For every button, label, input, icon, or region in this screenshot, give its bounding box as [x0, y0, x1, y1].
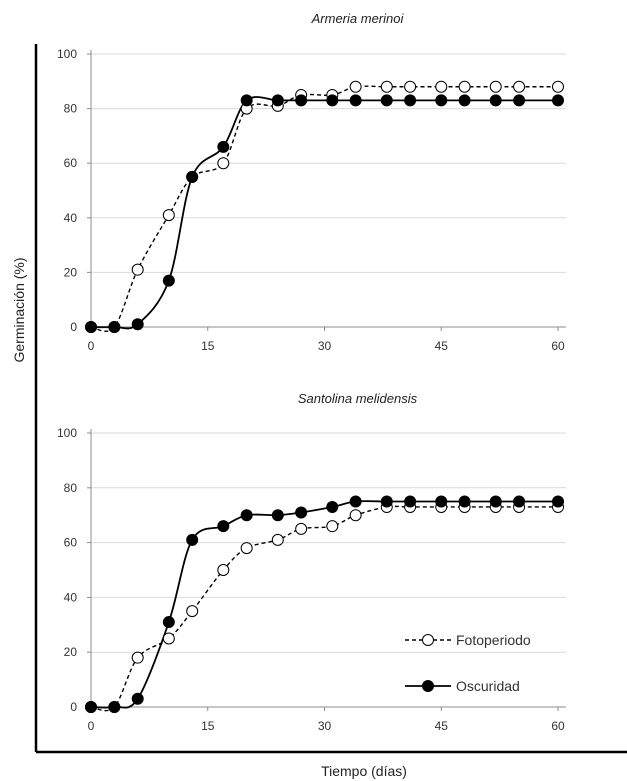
- panel-title: Santolina melidensis: [298, 391, 418, 406]
- point-oscuridad-3: [162, 616, 175, 629]
- point-fotoperiodo-4: [186, 605, 199, 618]
- point-oscuridad-17: [552, 94, 564, 107]
- x-tick-label-30: 30: [318, 719, 332, 733]
- y-tick-label-40: 40: [64, 211, 78, 225]
- y-tick-label-60: 60: [64, 536, 78, 550]
- point-oscuridad-13: [435, 94, 448, 107]
- x-tick-label-15: 15: [201, 719, 215, 733]
- point-oscuridad-0: [85, 701, 97, 713]
- series-line-oscuridad: [90, 96, 558, 330]
- panel-santolina-melidensis: Santolina melidensis 0 20 40 60 80 100 0 15 30 45 6…: [57, 391, 566, 733]
- point-oscuridad-7: [271, 94, 284, 107]
- y-tick-label-0: 0: [70, 320, 77, 334]
- x-tick-label-45: 45: [435, 719, 449, 733]
- point-fotoperiodo-2: [131, 651, 144, 664]
- point-oscuridad-4: [186, 170, 199, 183]
- point-oscuridad-13: [435, 495, 448, 508]
- point-oscuridad-11: [380, 495, 393, 508]
- y-tick-label-40: 40: [64, 590, 78, 604]
- point-fotoperiodo-7: [271, 533, 284, 546]
- point-oscuridad-7: [271, 509, 284, 522]
- point-fotoperiodo-10: [349, 509, 362, 522]
- x-tick-label-60: 60: [551, 339, 565, 353]
- point-oscuridad-8: [295, 506, 308, 519]
- point-oscuridad-9: [326, 94, 339, 107]
- y-tick-label-20: 20: [64, 645, 78, 659]
- panel-title: Armeria merinoi: [311, 11, 405, 26]
- point-fotoperiodo-3: [162, 209, 175, 222]
- y-tick-label-80: 80: [64, 102, 78, 116]
- point-oscuridad-5: [217, 520, 230, 533]
- y-tick-label-80: 80: [64, 481, 78, 495]
- point-oscuridad-9: [326, 500, 339, 513]
- series-line-fotoperiodo: [90, 85, 558, 332]
- y-axis-label: Germinación (%): [11, 257, 27, 362]
- x-tick-label-30: 30: [318, 339, 332, 353]
- point-oscuridad-0: [85, 321, 97, 333]
- x-axis-label: Tiempo (días): [321, 763, 407, 779]
- point-fotoperiodo-9: [326, 520, 339, 533]
- point-fotoperiodo-3: [162, 632, 175, 645]
- point-oscuridad-6: [240, 94, 253, 107]
- point-fotoperiodo-2: [131, 263, 144, 276]
- point-oscuridad-2: [131, 692, 144, 705]
- point-oscuridad-2: [131, 318, 144, 331]
- point-oscuridad-6: [240, 509, 253, 522]
- y-tick-label-0: 0: [70, 700, 77, 714]
- x-tick-label-15: 15: [201, 339, 215, 353]
- point-oscuridad-15: [489, 495, 502, 508]
- legend-marker-fotoperiodo: [422, 634, 434, 646]
- point-fotoperiodo-13: [435, 80, 448, 93]
- point-oscuridad-1: [108, 701, 121, 713]
- point-oscuridad-16: [513, 94, 526, 107]
- point-fotoperiodo-5: [217, 157, 230, 170]
- y-tick-label-100: 100: [57, 47, 77, 61]
- point-fotoperiodo-11: [380, 80, 393, 93]
- legend-marker-oscuridad: [422, 680, 434, 692]
- point-oscuridad-8: [295, 94, 308, 107]
- point-oscuridad-14: [458, 495, 471, 508]
- legend-label-oscuridad: Oscuridad: [456, 678, 520, 694]
- point-fotoperiodo-16: [513, 80, 526, 93]
- point-fotoperiodo-15: [489, 80, 502, 93]
- point-fotoperiodo-17: [552, 80, 564, 93]
- series-line-oscuridad: [90, 500, 558, 709]
- x-tick-label-60: 60: [551, 719, 565, 733]
- point-fotoperiodo-10: [349, 80, 362, 93]
- point-oscuridad-10: [349, 94, 362, 107]
- y-tick-label-60: 60: [64, 156, 78, 170]
- y-tick-label-20: 20: [64, 265, 78, 279]
- point-fotoperiodo-12: [404, 80, 417, 93]
- legend: Fotoperiodo Oscuridad: [405, 632, 531, 694]
- point-fotoperiodo-14: [458, 80, 471, 93]
- point-oscuridad-12: [404, 495, 417, 508]
- x-tick-label-0: 0: [88, 339, 95, 353]
- point-fotoperiodo-8: [295, 522, 308, 535]
- point-oscuridad-1: [108, 321, 121, 333]
- point-oscuridad-4: [186, 533, 199, 546]
- point-oscuridad-5: [217, 140, 230, 153]
- point-oscuridad-11: [380, 94, 393, 107]
- point-fotoperiodo-5: [217, 564, 230, 576]
- point-oscuridad-12: [404, 94, 417, 107]
- point-oscuridad-3: [162, 274, 175, 287]
- point-fotoperiodo-6: [240, 542, 253, 555]
- panel-armeria-merinoi: Armeria merinoi 0 20 40 60 80 100 0 15 30 45 60: [57, 11, 566, 353]
- legend-label-fotoperiodo: Fotoperiodo: [456, 632, 531, 648]
- point-oscuridad-10: [349, 495, 362, 508]
- point-oscuridad-16: [513, 495, 526, 508]
- point-oscuridad-14: [458, 94, 471, 107]
- x-tick-label-45: 45: [435, 339, 449, 353]
- point-oscuridad-15: [489, 94, 502, 107]
- x-tick-label-0: 0: [88, 719, 95, 733]
- y-tick-label-100: 100: [57, 426, 77, 440]
- point-oscuridad-17: [552, 495, 564, 508]
